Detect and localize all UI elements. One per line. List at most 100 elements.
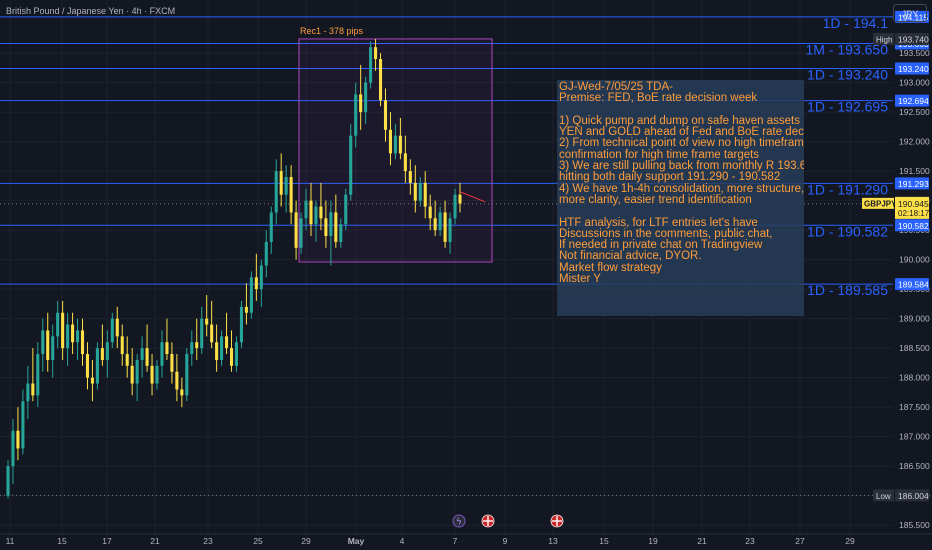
candle-body	[349, 135, 353, 195]
price-tick-label: 186.500	[899, 461, 930, 471]
price-tick-label: 190.000	[899, 255, 930, 265]
candle-body	[21, 401, 25, 449]
price-tick-label: 185.500	[899, 520, 930, 530]
price-tick-label: 192.500	[899, 107, 930, 117]
level-label: 1D - 194.1	[823, 15, 889, 31]
price-tick-label: 188.000	[899, 373, 930, 383]
candle-body	[71, 324, 75, 343]
candle-body	[110, 318, 114, 343]
note-line: Not financial advice, DYOR.	[559, 250, 702, 263]
candle-body	[239, 306, 243, 343]
note-line: Market flow strategy	[559, 261, 662, 274]
level-label: 1D - 190.582	[807, 223, 888, 239]
candle-body	[220, 336, 224, 360]
candle-body	[190, 342, 194, 355]
candle-body	[334, 212, 338, 242]
level-label: 1D - 191.290	[807, 181, 888, 197]
candle-body	[150, 365, 154, 384]
high-label-bg	[873, 32, 894, 45]
note-line: YEN and GOLD ahead of Fed and BoE rate d…	[559, 126, 804, 139]
note-line: If needed in private chat on Tradingview	[559, 239, 763, 252]
time-tick-label: 23	[203, 536, 213, 546]
time-tick-label: 4	[400, 536, 405, 546]
candle-body	[36, 354, 40, 396]
candle-body	[85, 354, 90, 378]
currency-button[interactable]: JPY	[893, 4, 927, 22]
time-tick-label: 19	[648, 536, 658, 546]
candle-body	[195, 342, 199, 349]
level-price-tag-bg	[895, 219, 929, 232]
candle-body	[254, 277, 258, 290]
candle-body	[294, 212, 298, 248]
candle-body	[359, 94, 363, 113]
candle-body	[140, 348, 144, 360]
candle-body	[75, 330, 80, 343]
candle-body	[26, 383, 30, 402]
candle-body	[378, 59, 383, 101]
candle-body	[393, 135, 397, 154]
candle-body	[448, 218, 452, 242]
price-axis	[893, 0, 932, 534]
time-tick-label: 27	[795, 536, 805, 546]
candle-body	[244, 306, 248, 313]
level-price-tag-bg	[895, 177, 929, 190]
candle-body	[210, 324, 214, 343]
price-tick-label: 187.500	[899, 402, 930, 412]
level-label: 1D - 193.240	[807, 66, 888, 82]
candle-body	[90, 377, 94, 384]
candle-body	[418, 182, 422, 201]
candle-body	[100, 348, 104, 360]
candle-body	[234, 342, 239, 366]
symbol-title: British Pound / Japanese Yen · 4h · FXCM	[6, 6, 176, 16]
candle-body	[200, 318, 204, 349]
low-price-tag: 186.004	[898, 491, 929, 501]
candle-body	[279, 171, 283, 195]
time-tick-label: 9	[503, 536, 508, 546]
candle-body	[364, 82, 368, 113]
candle-body	[354, 94, 358, 136]
candle-body	[66, 324, 70, 349]
time-tick-label: 17	[102, 536, 112, 546]
analysis-note[interactable]: GJ-Wed-7/05/25 TDA- Premise: FED, BoE rat…	[557, 80, 804, 316]
low-price-tag-bg	[895, 489, 929, 502]
candle-body	[289, 177, 293, 213]
candle-body	[11, 430, 15, 467]
candle-body	[339, 224, 343, 242]
candle-body	[130, 365, 134, 384]
candle-body	[80, 330, 85, 355]
candle-body	[175, 371, 179, 390]
current-price-tag-bg	[895, 196, 929, 219]
range-box-label: Rec1 - 378 pips	[300, 26, 364, 36]
candle-body	[205, 318, 209, 325]
candle-body	[259, 265, 263, 290]
candle-body	[269, 212, 273, 242]
candle-body	[319, 206, 323, 219]
high-price-tag: 193.740	[898, 34, 929, 44]
current-price-tag: 190.945	[898, 199, 929, 209]
candle-body	[115, 318, 119, 337]
candle-body	[180, 389, 184, 396]
current-symbol-tag: GBPJPY	[864, 199, 897, 208]
candle-body	[369, 47, 373, 83]
note-line: more clarity, easier trend identificatio…	[559, 193, 752, 206]
level-price-tag: 189.584	[898, 280, 929, 290]
time-tick-label: 21	[150, 536, 160, 546]
time-tick-label: 13	[548, 536, 558, 546]
candle-body	[324, 218, 328, 237]
lightning-event-icon	[452, 514, 466, 528]
note-line: hitting both daily support 191.290 - 190…	[559, 171, 781, 184]
candle-body	[309, 200, 313, 225]
price-tick-label: 191.500	[899, 166, 930, 176]
time-tick-label: 25	[253, 536, 263, 546]
candle-body	[160, 342, 164, 366]
candle-body	[374, 47, 378, 60]
candle-body	[125, 354, 129, 366]
time-tick-label: May	[348, 536, 365, 546]
candle-body	[155, 365, 159, 384]
candle-body	[428, 206, 432, 219]
candle-body	[135, 359, 139, 384]
note-line: 1) Quick pump and dump on safe haven ass…	[559, 114, 804, 127]
note-line: 3) We are still pulling back from monthl…	[559, 160, 804, 173]
candle-body	[423, 182, 427, 207]
time-tick-label: 29	[301, 536, 311, 546]
